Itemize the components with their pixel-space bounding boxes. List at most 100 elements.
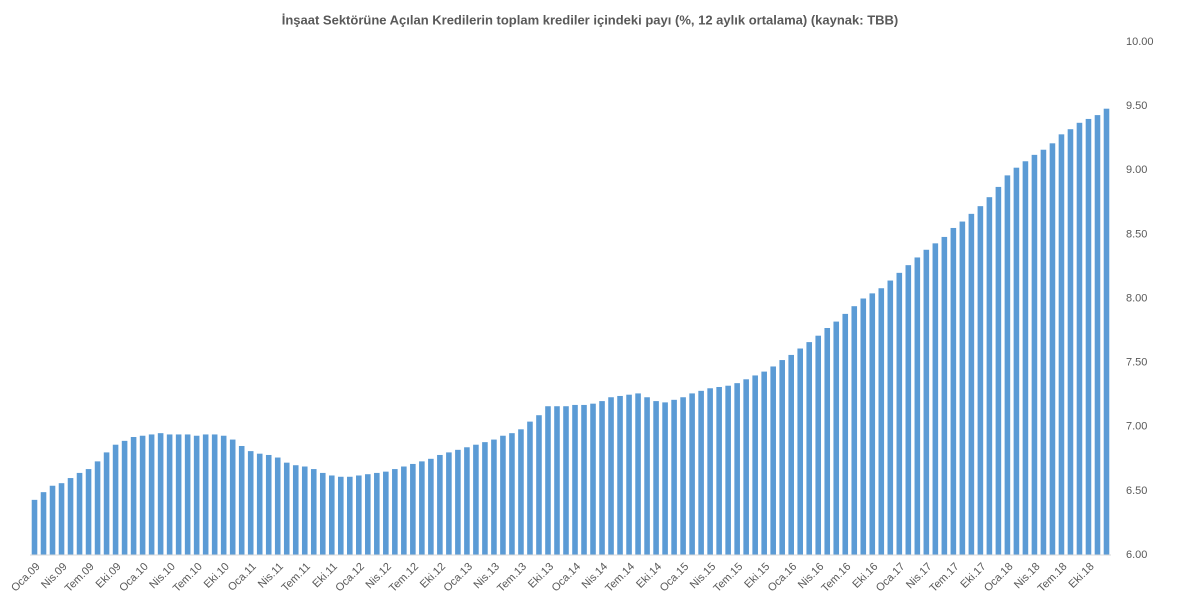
bar (644, 397, 650, 555)
bar (626, 394, 632, 555)
y-tick-label: 8.00 (1126, 292, 1147, 304)
x-tick-label: Eki.18 (1067, 561, 1097, 591)
x-tick-label: Tem.16 (819, 561, 853, 595)
bar (590, 403, 596, 555)
bar (473, 444, 479, 555)
bar (58, 483, 65, 555)
bar (1085, 118, 1092, 555)
bar (536, 415, 542, 555)
bar (554, 406, 560, 555)
x-tick-label: Tem.18 (1036, 561, 1070, 595)
y-tick-label: 9.50 (1126, 100, 1147, 112)
bar (482, 442, 488, 555)
bar (1103, 108, 1110, 555)
bar (878, 288, 885, 555)
bar (788, 354, 794, 555)
x-tick-label: Tem.09 (63, 561, 97, 595)
x-tick-label: Tem.10 (171, 561, 205, 595)
bar (842, 313, 849, 555)
bar (1040, 149, 1047, 556)
bar (959, 221, 966, 556)
bar (356, 475, 362, 555)
y-tick-label: 6.50 (1126, 485, 1147, 497)
bar (869, 293, 876, 555)
bar (157, 433, 164, 555)
bar (211, 434, 218, 555)
bar (680, 397, 686, 555)
bar (85, 469, 92, 555)
bar (1067, 129, 1074, 555)
x-tick-label: Tem.14 (603, 561, 637, 595)
x-tick-label: Oca.10 (117, 561, 151, 595)
bar (274, 457, 281, 555)
bar (779, 360, 785, 555)
bar (419, 461, 425, 555)
bar (392, 469, 398, 555)
bar (67, 478, 74, 555)
bar (671, 399, 677, 555)
bar (166, 434, 173, 555)
bar (202, 434, 209, 555)
bar (896, 272, 903, 555)
bar (923, 249, 930, 555)
bar (761, 371, 767, 555)
bar (193, 435, 200, 555)
bar (175, 434, 182, 555)
y-tick-label: 7.00 (1126, 421, 1147, 433)
x-tick-label: Tem.15 (711, 561, 745, 595)
bar (707, 388, 713, 555)
bar (914, 257, 921, 555)
bar (743, 379, 749, 555)
bar (383, 471, 389, 555)
bar (247, 451, 254, 555)
x-tick-label: Tem.13 (495, 561, 529, 595)
bar (283, 462, 290, 555)
bar (1058, 134, 1065, 555)
bar (455, 449, 461, 555)
x-tick-label: Oca.11 (226, 561, 259, 594)
bar (941, 236, 948, 555)
bar (851, 306, 858, 555)
y-tick-label: 10.00 (1126, 36, 1154, 48)
bar (860, 298, 867, 555)
bar (725, 385, 731, 555)
bar (238, 445, 245, 555)
bar (527, 421, 533, 555)
bar (1004, 175, 1011, 555)
bar (545, 406, 551, 555)
x-tick-label: Tem.11 (280, 561, 313, 594)
x-tick-label: Oca.14 (550, 561, 584, 595)
x-tick-label: Oca.18 (982, 561, 1016, 595)
bar (292, 465, 299, 555)
bar (950, 227, 957, 555)
bar (112, 444, 119, 555)
bar (428, 458, 434, 555)
bar (1076, 122, 1083, 556)
bar (815, 335, 822, 555)
bar (1022, 161, 1029, 555)
chart-title: İnşaat Sektörüne Açılan Kredilerin topla… (282, 12, 899, 27)
bar (518, 429, 524, 555)
x-tick-label: Oca.15 (658, 561, 692, 595)
bar (1049, 143, 1056, 555)
y-tick-label: 9.00 (1126, 164, 1147, 176)
bar (1031, 154, 1038, 556)
x-tick-label: Oca.13 (442, 561, 476, 595)
bar (833, 321, 840, 555)
bar (824, 327, 831, 555)
bar (130, 437, 137, 555)
bar (797, 348, 804, 555)
bar (121, 440, 128, 555)
bar (635, 393, 641, 555)
y-tick-label: 7.50 (1126, 357, 1147, 369)
bar (689, 393, 695, 555)
bar (905, 265, 912, 555)
bar (265, 454, 272, 555)
y-tick-label: 6.00 (1126, 549, 1147, 561)
bar (491, 439, 497, 555)
bar (220, 435, 227, 555)
bar (94, 461, 101, 555)
x-tick-label: Oca.09 (9, 561, 43, 595)
